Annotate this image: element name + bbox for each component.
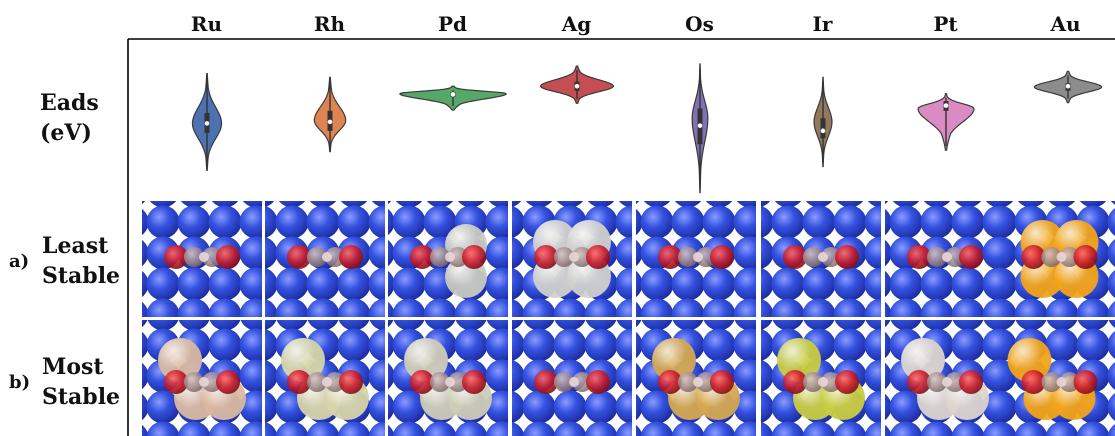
violin-median-os <box>697 123 703 128</box>
least-stable-label: Least Stable <box>42 231 120 291</box>
structure-tile-most-stable-au <box>1004 320 1115 436</box>
column-label-pt: Pt <box>933 12 958 36</box>
violin-layer <box>191 63 1103 194</box>
structure-tile-most-stable-ru <box>142 320 262 436</box>
structure-tile-least-stable-ir <box>761 201 881 317</box>
column-label-pd: Pd <box>437 12 468 36</box>
column-label-au: Au <box>1050 12 1081 36</box>
column-label-ag: Ag <box>561 12 592 36</box>
most-stable-line2: Stable <box>42 384 121 410</box>
structure-tile-most-stable-pd <box>388 320 508 436</box>
violin-box-ir <box>820 118 826 139</box>
eads-label-line1: Eads <box>40 90 99 116</box>
structure-tile-most-stable-ag <box>512 320 632 436</box>
structure-tile-least-stable-pt <box>885 201 1005 317</box>
structure-tile-most-stable-ir <box>761 320 881 436</box>
violin-median-pt <box>943 103 949 108</box>
violin-median-au <box>1065 83 1071 89</box>
column-label-os: Os <box>685 12 714 36</box>
row-letter-b: b) <box>9 372 31 393</box>
violin-median-pd <box>450 92 456 97</box>
structure-tile-least-stable-ag <box>512 201 632 317</box>
eads-label: Eads (eV) <box>40 88 99 148</box>
violin-median-ir <box>820 128 826 134</box>
structure-tile-least-stable-rh <box>265 201 385 317</box>
structure-tile-most-stable-pt <box>885 320 1005 436</box>
structure-tile-least-stable-au <box>1004 201 1115 317</box>
column-label-ru: Ru <box>190 12 223 36</box>
least-stable-line1: Least <box>42 233 109 259</box>
structure-tile-most-stable-os <box>636 320 756 436</box>
violin-median-rh <box>327 119 333 125</box>
violin-median-ag <box>574 83 580 89</box>
row-letter-a: a) <box>9 251 30 272</box>
least-stable-line2: Stable <box>42 263 121 289</box>
column-label-ir: Ir <box>812 12 833 36</box>
most-stable-line1: Most <box>42 354 104 380</box>
structure-tiles-layer <box>142 201 1115 436</box>
structure-tile-least-stable-ru <box>142 201 262 317</box>
column-label-rh: Rh <box>313 12 346 36</box>
structure-tile-most-stable-rh <box>265 320 385 436</box>
structure-tile-least-stable-os <box>636 201 756 317</box>
violin-median-ru <box>204 121 210 126</box>
structure-tile-least-stable-pd <box>388 201 508 317</box>
most-stable-label: Most Stable <box>42 352 120 412</box>
eads-label-line2: (eV) <box>40 120 92 146</box>
